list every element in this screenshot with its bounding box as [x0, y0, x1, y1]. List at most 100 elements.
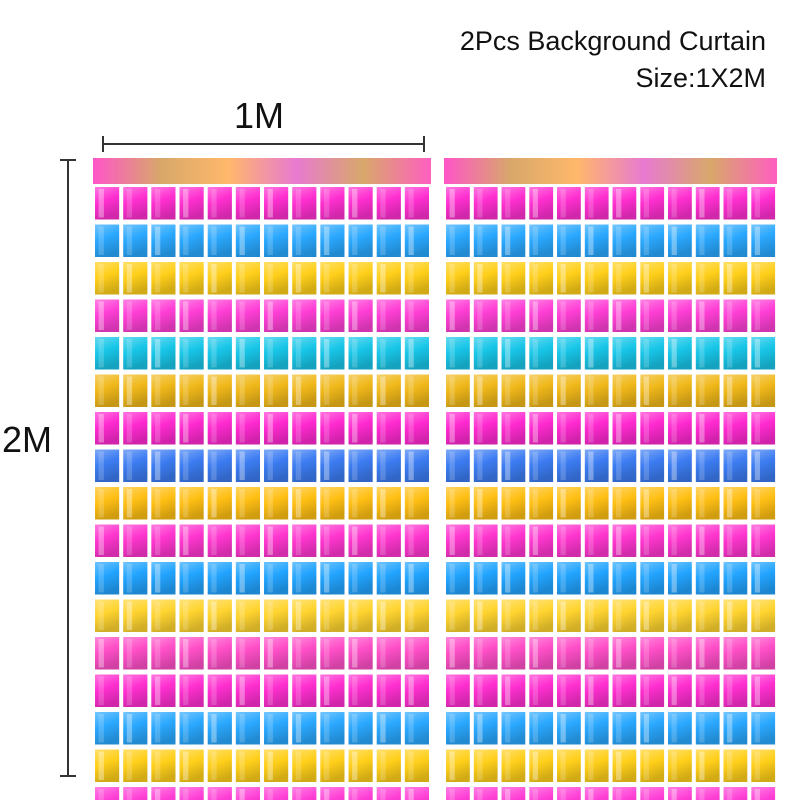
- foil-shine: [126, 526, 133, 555]
- foil-tile: [179, 337, 204, 370]
- foil-shine: [616, 226, 622, 255]
- foil-shine: [532, 526, 538, 555]
- foil-tile: [501, 337, 526, 370]
- foil-shine: [727, 751, 733, 780]
- foil-shine: [408, 451, 414, 480]
- foil-shine: [643, 339, 649, 368]
- foil-shine: [532, 376, 538, 405]
- foil-tile: [529, 487, 554, 520]
- foil-tile: [695, 412, 720, 445]
- width-dimension-cap-right: [423, 136, 425, 152]
- foil-shine: [588, 676, 594, 705]
- foil-tile: [529, 712, 554, 745]
- foil-shine: [671, 301, 677, 330]
- foil-shine: [616, 751, 622, 780]
- foil-shine: [505, 564, 511, 593]
- foil-shine: [324, 564, 330, 593]
- foil-shine: [98, 601, 104, 630]
- foil-shine: [616, 526, 622, 555]
- foil-tile: [473, 524, 498, 557]
- foil-shine: [211, 676, 217, 705]
- foil-shine: [239, 639, 245, 668]
- foil-tile: [640, 749, 665, 782]
- foil-tile: [320, 599, 345, 632]
- foil-shine: [449, 264, 455, 293]
- foil-tile: [529, 749, 554, 782]
- height-dimension-label: 2M: [2, 419, 53, 460]
- foil-shine: [560, 751, 566, 780]
- foil-shine: [408, 376, 414, 405]
- foil-tile: [584, 599, 609, 632]
- foil-shine: [505, 789, 511, 800]
- foil-tile: [151, 224, 176, 257]
- foil-shine: [126, 751, 133, 780]
- foil-tile: [376, 712, 401, 745]
- foil-tile: [376, 674, 401, 707]
- foil-tile: [179, 187, 204, 220]
- foil-tile: [501, 224, 526, 257]
- foil-shine: [98, 264, 104, 293]
- foil-shine: [532, 751, 538, 780]
- foil-tile: [612, 374, 637, 407]
- foil-tile: [612, 412, 637, 445]
- foil-tile: [695, 262, 720, 295]
- foil-tile: [723, 412, 748, 445]
- foil-tile: [612, 674, 637, 707]
- foil-shine: [408, 526, 414, 555]
- foil-tile: [501, 599, 526, 632]
- foil-tile: [751, 787, 776, 800]
- foil-tile: [584, 374, 609, 407]
- foil-tile: [179, 712, 204, 745]
- foil-shine: [699, 489, 705, 518]
- foil-shine: [267, 489, 273, 518]
- foil-shine: [588, 414, 594, 443]
- foil-shine: [98, 676, 104, 705]
- rainbow-foil-curtain-right: [444, 158, 777, 800]
- foil-shine: [754, 489, 760, 518]
- foil-tile: [695, 224, 720, 257]
- foil-tile: [207, 787, 232, 800]
- foil-shine: [477, 451, 483, 480]
- foil-shine: [449, 601, 455, 630]
- foil-tile: [501, 299, 526, 332]
- foil-tile: [612, 337, 637, 370]
- foil-tile: [723, 562, 748, 595]
- foil-shine: [449, 789, 455, 800]
- foil-shine: [532, 301, 538, 330]
- foil-tile: [446, 524, 470, 557]
- foil-tile: [95, 524, 120, 557]
- foil-shine: [155, 451, 161, 480]
- foil-shine: [588, 264, 594, 293]
- foil-tile: [584, 712, 609, 745]
- foil-tile: [584, 787, 609, 800]
- foil-tile: [501, 262, 526, 295]
- foil-tile: [640, 449, 665, 482]
- foil-shine: [352, 451, 358, 480]
- foil-shine: [98, 526, 104, 555]
- foil-tile: [612, 262, 637, 295]
- foil-shine: [560, 489, 566, 518]
- foil-tile: [151, 412, 176, 445]
- foil-tile: [320, 712, 345, 745]
- foil-tile: [179, 224, 204, 257]
- foil-tile: [446, 374, 470, 407]
- foil-tile: [264, 337, 289, 370]
- foil-tile: [235, 487, 260, 520]
- foil-shine: [616, 414, 622, 443]
- foil-tile: [235, 749, 260, 782]
- foil-tile: [529, 637, 554, 670]
- foil-tile: [348, 224, 373, 257]
- foil-shine: [126, 714, 133, 743]
- foil-tile: [723, 449, 748, 482]
- foil-shine: [727, 639, 733, 668]
- foil-tile: [235, 524, 260, 557]
- foil-tile: [501, 637, 526, 670]
- foil-tile: [723, 637, 748, 670]
- foil-tile: [348, 262, 373, 295]
- foil-shine: [267, 414, 273, 443]
- foil-shine: [532, 564, 538, 593]
- foil-tile: [640, 262, 665, 295]
- foil-shine: [699, 451, 705, 480]
- foil-shine: [352, 676, 358, 705]
- foil-tile: [751, 262, 776, 295]
